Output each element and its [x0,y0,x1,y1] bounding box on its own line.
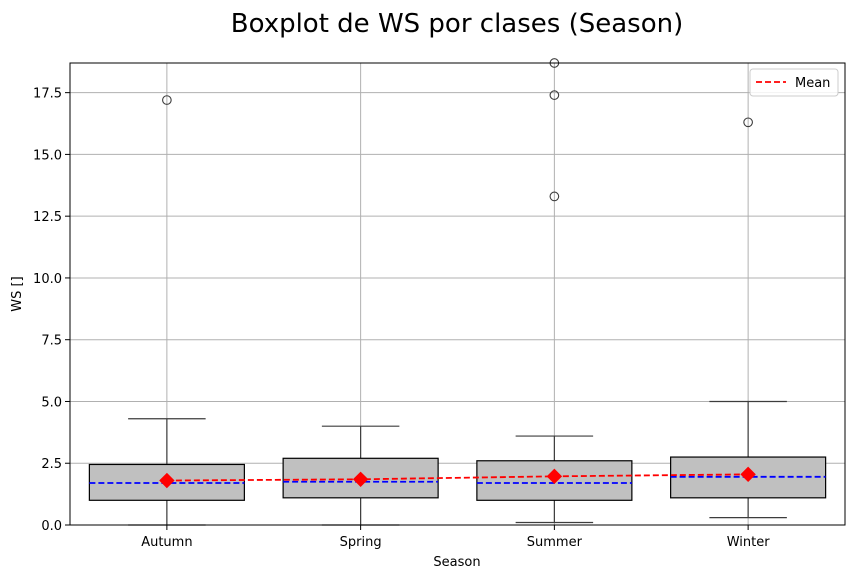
y-axis-label: WS [] [10,276,25,311]
outlier-point [162,95,172,105]
mean-marker [740,466,756,483]
outlier-point [743,117,753,128]
mean-marker [546,468,563,485]
y-tick-label: 17.5 [33,87,62,102]
x-tick-label: Winter [727,535,771,550]
legend: Mean [749,68,839,97]
y-tick-label: 10.0 [33,272,62,287]
chart-title: Boxplot de WS por clases (Season) [231,9,684,39]
plot-frame [69,62,846,526]
mean-marker [159,472,175,489]
axis-ticks: 0.0 2.5 5.0 7.5 10.0 12.5 15.0 17.5 Autumn Spring… [33,87,770,550]
legend-frame [749,68,839,97]
y-tick-label: 15.0 [33,148,62,163]
x-tick-label: Autumn [141,535,192,550]
mean-line [166,473,749,482]
y-tick-label: 5.0 [41,395,62,410]
x-tick-label: Summer [527,535,583,550]
boxes [88,58,827,526]
y-tick-label: 2.5 [41,457,62,472]
outlier-point [549,90,560,100]
x-tick-label: Spring [340,535,382,550]
grid [70,63,845,526]
mean-series [159,466,756,489]
mean-marker [352,471,369,488]
y-tick-label: 0.0 [41,519,62,534]
y-tick-label: 12.5 [33,210,62,225]
x-axis-label: Season [433,555,480,570]
y-tick-label: 7.5 [41,334,62,349]
legend-mean-label: Mean [795,76,830,91]
outlier-point [549,191,560,202]
